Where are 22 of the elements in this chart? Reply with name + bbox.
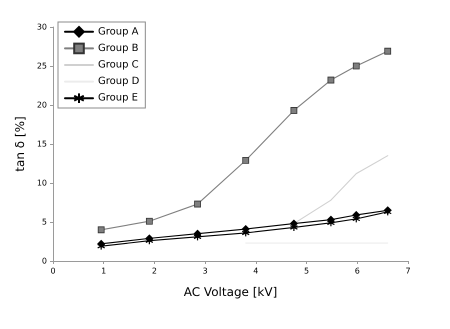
x-tick-label: 1 <box>101 266 106 276</box>
x-tick-label: 5 <box>304 266 310 276</box>
x-tick-label: 3 <box>202 266 208 276</box>
y-tick-label: 0 <box>42 256 47 266</box>
y-tick-label: 10 <box>36 178 47 188</box>
x-axis-title: AC Voltage [kV] <box>184 285 278 299</box>
y-tick-label: 30 <box>36 22 47 32</box>
x-tick-label: 6 <box>354 266 360 276</box>
y-axis-title: tan δ [%] <box>12 116 27 172</box>
y-tick-label: 5 <box>42 218 47 226</box>
x-tick-label: 2 <box>152 266 157 276</box>
legend-label: Group C <box>98 60 139 70</box>
y-tick-label: 15 <box>36 140 47 148</box>
legend-label: Group A <box>98 26 139 38</box>
legend-label: Group B <box>98 42 139 54</box>
x-tick-label: 4 <box>253 266 258 276</box>
legend-label: Group D <box>98 76 140 88</box>
x-tick-label: 7 <box>405 266 411 276</box>
x-tick-label: 0 <box>50 266 56 276</box>
y-tick-label: 25 <box>36 62 47 70</box>
legend-label: Group E <box>98 92 138 104</box>
y-tick-label: 20 <box>36 100 47 110</box>
